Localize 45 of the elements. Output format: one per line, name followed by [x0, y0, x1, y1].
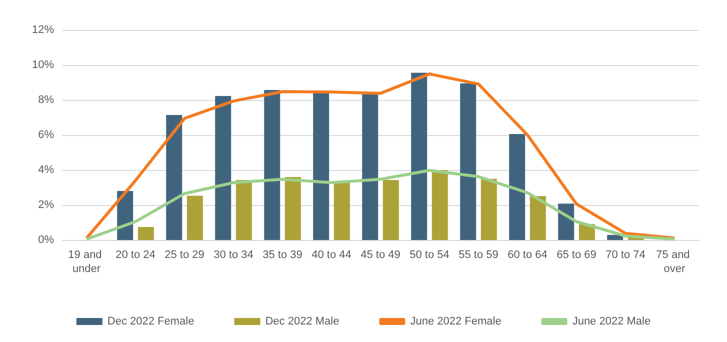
- x-tick-label: 45 to 49: [360, 249, 400, 261]
- y-tick-label: 10%: [32, 59, 54, 71]
- x-tick-label: 19 and under: [68, 249, 105, 275]
- bar: [284, 177, 301, 240]
- line-series: [85, 168, 676, 241]
- legend-label: June 2022 Female: [410, 316, 502, 328]
- y-tick-label: 6%: [38, 129, 54, 141]
- x-tick-label: 75 and over: [656, 249, 693, 275]
- y-tick-label: 8%: [38, 94, 54, 106]
- bar: [166, 115, 182, 240]
- x-tick-label: 60 to 64: [508, 249, 548, 261]
- bar: [460, 83, 476, 240]
- y-tick-label: 2%: [38, 199, 54, 211]
- bar: [382, 180, 399, 240]
- y-tick-label: 4%: [38, 164, 54, 176]
- bar: [138, 227, 154, 240]
- x-tick-label: 65 to 69: [556, 249, 596, 261]
- bar: [186, 196, 203, 240]
- bar: [411, 72, 428, 240]
- bar: [432, 170, 448, 240]
- legend-label: Dec 2022 Female: [107, 316, 194, 328]
- bar: [313, 92, 330, 240]
- x-tick-label: 70 to 74: [606, 249, 646, 261]
- x-tick-label: 35 to 39: [262, 249, 302, 261]
- bar: [558, 204, 574, 240]
- y-tick-label: 12%: [32, 24, 54, 36]
- bar: [530, 196, 546, 240]
- x-tick-label: 50 to 54: [410, 249, 450, 261]
- x-tick-label: 25 to 29: [164, 249, 204, 261]
- bar: [334, 182, 350, 240]
- x-tick-label: 55 to 59: [458, 249, 498, 261]
- bar: [264, 90, 280, 240]
- bar: [215, 96, 232, 240]
- bar: [236, 180, 252, 240]
- bar: [607, 234, 624, 240]
- bar: [509, 134, 526, 240]
- bar: [480, 178, 497, 240]
- line-series: [85, 72, 676, 240]
- legend-label: Dec 2022 Male: [265, 316, 340, 328]
- bar: [362, 94, 378, 240]
- x-tick-label: 20 to 24: [116, 249, 156, 261]
- legend-label: June 2022 Male: [572, 316, 651, 328]
- x-tick-label: 40 to 44: [312, 249, 352, 261]
- x-tick-label: 30 to 34: [214, 249, 254, 261]
- y-tick-label: 0%: [38, 234, 54, 246]
